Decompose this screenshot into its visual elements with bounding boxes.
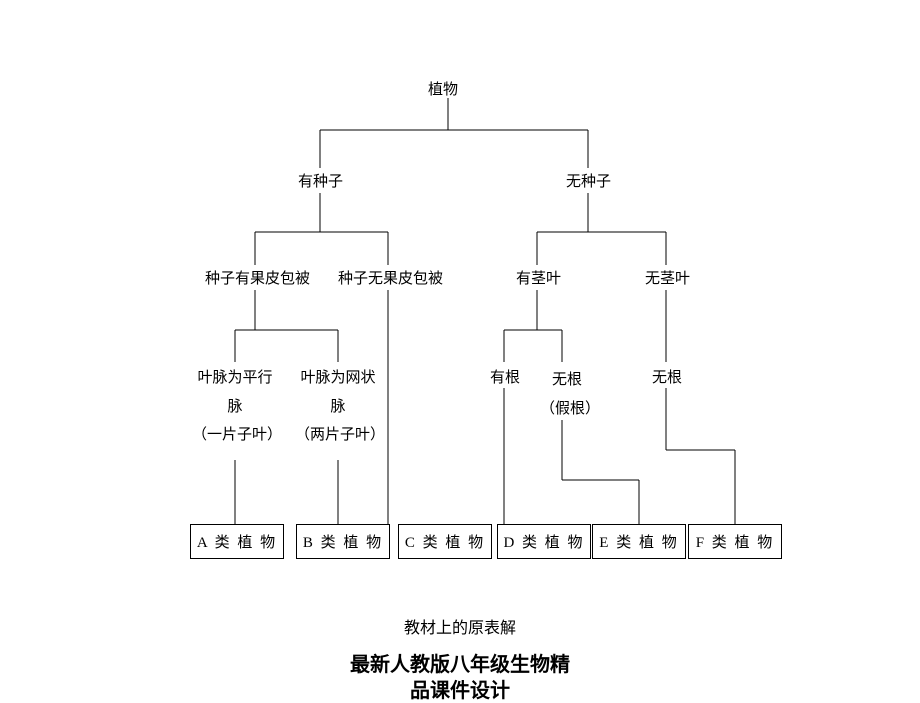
node-no-root: 无根	[652, 366, 682, 387]
leaf-d: D 类 植 物	[497, 524, 591, 559]
caption-original: 教材上的原表解	[0, 614, 920, 638]
leaf-c: C 类 植 物	[398, 524, 492, 559]
l4d-line2: （假根）	[540, 395, 594, 424]
node-fake-root: 无根 （假根）	[540, 366, 594, 423]
caption-title: 最新人教版八年级生物精	[0, 648, 920, 677]
node-no-stem-leaf: 无茎叶	[645, 267, 690, 288]
l4d-line1: 无根	[540, 366, 594, 395]
node-parallel-vein: 叶脉为平行 脉 （一片子叶）	[192, 364, 278, 450]
node-net-vein: 叶脉为网状 脉 （两片子叶）	[295, 364, 381, 450]
node-seed-covered: 种子有果皮包被	[205, 267, 310, 288]
l4a-line1: 叶脉为平行	[192, 364, 278, 393]
node-seed-uncovered: 种子无果皮包被	[338, 267, 443, 288]
leaf-b: B 类 植 物	[296, 524, 390, 559]
node-root: 植物	[428, 78, 458, 99]
node-has-seed: 有种子	[298, 170, 343, 191]
caption-title-2: 品课件设计	[0, 674, 920, 703]
leaf-f: F 类 植 物	[688, 524, 782, 559]
leaf-e: E 类 植 物	[592, 524, 686, 559]
node-no-seed: 无种子	[566, 170, 611, 191]
l4a-line2: 脉	[192, 393, 278, 422]
leaf-a: A 类 植 物	[190, 524, 284, 559]
node-has-stem-leaf: 有茎叶	[516, 267, 561, 288]
l4b-line1: 叶脉为网状	[295, 364, 381, 393]
node-has-root: 有根	[490, 366, 520, 387]
connector-lines	[0, 0, 920, 690]
l4b-line2: 脉	[295, 393, 381, 422]
l4b-line3: （两片子叶）	[295, 421, 381, 450]
l4a-line3: （一片子叶）	[192, 421, 278, 450]
